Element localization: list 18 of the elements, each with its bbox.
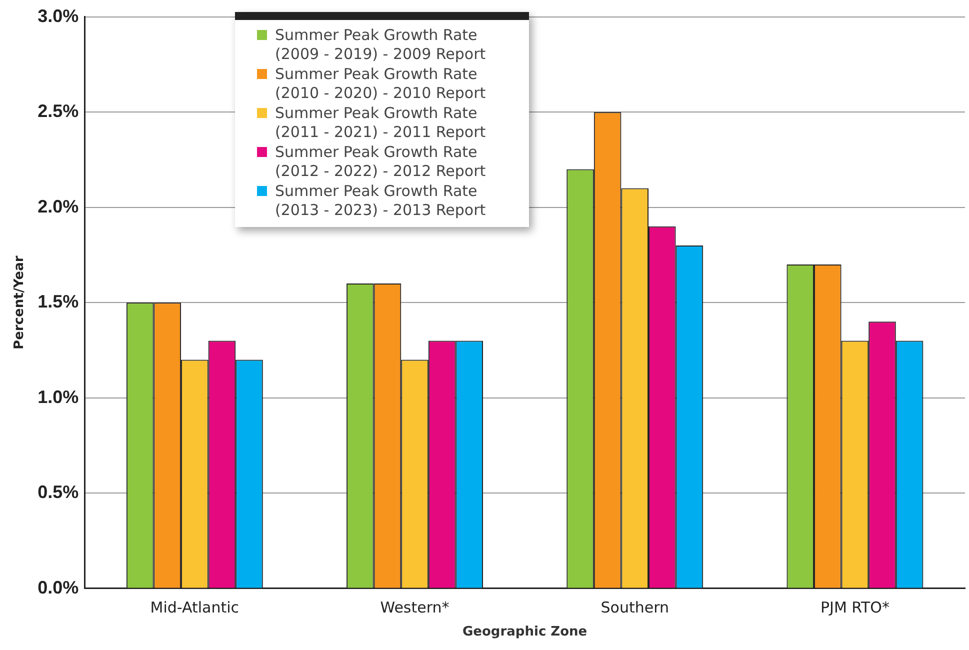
legend-label: Summer Peak Growth Rate (2011 - 2021) - 2011 Report	[275, 104, 487, 142]
y-tick-label: 3.0%	[38, 6, 79, 26]
legend-label: Summer Peak Growth Rate (2012 - 2022) - 2012 Report	[275, 143, 487, 181]
x-tick-label: Western*	[380, 598, 450, 616]
y-tick-label: 0.5%	[38, 482, 79, 502]
x-tick-label: Southern	[600, 598, 669, 616]
legend-label: Summer Peak Growth Rate (2010 - 2020) - 2010 Report	[275, 65, 487, 103]
x-tick-label: Mid-Atlantic	[150, 598, 240, 616]
y-tick-label: 2.5%	[38, 101, 79, 122]
legend-label: Summer Peak Growth Rate (2009 - 2019) - 2009 Report	[275, 26, 487, 64]
y-tick-label: 1.0%	[38, 386, 79, 407]
x-tick-label: PJM RTO*	[820, 598, 890, 616]
y-tick-label: 1.5%	[38, 292, 79, 312]
legend-label: Summer Peak Growth Rate (2013 - 2023) - 2013 Report	[275, 182, 487, 220]
y-tick-label: 2.0%	[38, 196, 79, 216]
y-tick-label: 0.0%	[38, 577, 79, 598]
x-axis-title: Geographic Zone	[462, 624, 588, 640]
y-axis-title: Percent/Year	[12, 255, 28, 350]
